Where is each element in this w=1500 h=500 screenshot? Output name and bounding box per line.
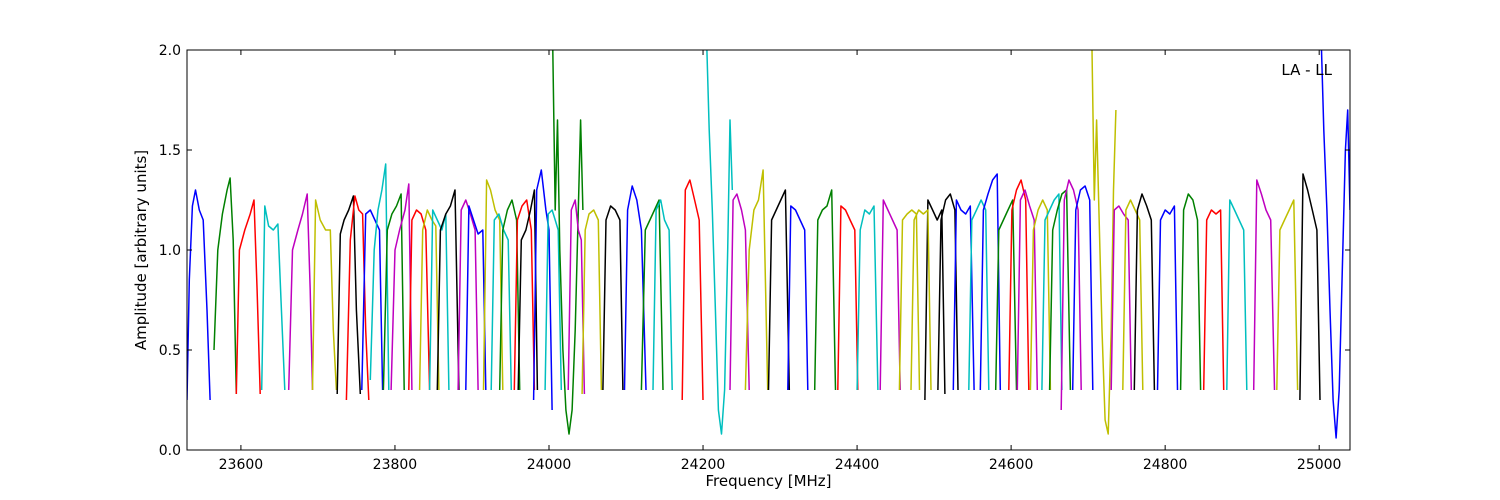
series-line-11 [390, 183, 413, 391]
series-line-64 [1226, 199, 1248, 391]
series-line-17 [465, 205, 487, 391]
series-line-51 [1016, 189, 1039, 391]
series-line-36 [767, 189, 791, 391]
series-line-24 [544, 209, 563, 391]
x-axis: 23600 23800 24000 24200 24400 24600 24800 25000 [219, 50, 1342, 473]
series-line-54 [1048, 189, 1072, 391]
y-axis-label: Amplitude [arbitrary units] [132, 150, 150, 350]
series-line-52 [1029, 199, 1052, 391]
series-line-59 [1122, 199, 1144, 391]
series-line-30 [640, 199, 664, 391]
x-tick-label: 23600 [219, 457, 264, 473]
series-line-38 [813, 189, 837, 391]
series-line-55 [1060, 179, 1082, 411]
series-line-60 [1133, 193, 1156, 391]
y-tick-label: 1.5 [159, 143, 181, 159]
series-line-9 [369, 163, 390, 391]
series-line-12 [408, 209, 431, 391]
x-axis-label: Frequency [MHz] [705, 472, 831, 490]
series-line-50 [1008, 179, 1030, 391]
series-line-43 [924, 199, 946, 401]
series-line-53 [1041, 193, 1063, 391]
series-line-40 [856, 205, 879, 391]
series-line-19 [490, 213, 513, 391]
series-line-6 [336, 195, 362, 395]
series-line-1 [213, 177, 238, 395]
x-tick-label: 23800 [373, 457, 418, 473]
series-line-5 [311, 199, 338, 391]
y-axis: 0.0 0.5 1.0 1.5 2.0 [159, 43, 1350, 459]
series-line-34 [729, 193, 750, 391]
series-line-32 [681, 179, 704, 401]
series-line-49 [994, 199, 1018, 391]
series-line-26 [567, 199, 586, 395]
series-line-47 [968, 199, 990, 391]
series-line-42 [898, 209, 921, 391]
y-tick-label: 1.0 [159, 243, 181, 259]
series-line-15 [436, 189, 460, 391]
series-line-29 [623, 185, 647, 391]
series-line-18 [482, 179, 504, 391]
series-line-22 [517, 189, 539, 391]
series-line-4 [287, 193, 314, 391]
series-line-3 [260, 205, 286, 391]
series-line-63 [1202, 209, 1225, 391]
y-tick-label: 0.0 [159, 443, 181, 459]
series-line-28 [602, 205, 624, 391]
series-line-41 [879, 199, 901, 391]
series-line-21 [513, 199, 536, 391]
series-line-37 [787, 205, 809, 391]
series-line-31 [652, 199, 673, 391]
x-tick-label: 25000 [1297, 457, 1342, 473]
series-line-56 [1071, 185, 1094, 391]
series-line-7 [345, 195, 370, 401]
series-line-0 [187, 189, 211, 401]
y-tick-label: 0.5 [159, 343, 181, 359]
series-line-10 [382, 193, 405, 391]
series-line-62 [1179, 193, 1202, 391]
series-line-48 [979, 173, 1002, 391]
x-tick-label: 24000 [527, 457, 572, 473]
series-line-33 [706, 50, 734, 435]
series-line-23 [532, 169, 553, 411]
series-line-58 [1110, 205, 1133, 391]
series-line-14 [428, 209, 450, 391]
series-line-44 [910, 209, 932, 391]
series-line-61 [1156, 205, 1179, 391]
series-line-2 [235, 199, 261, 395]
series-layer [187, 50, 1350, 439]
series-line-16 [457, 199, 479, 391]
series-line-67 [1299, 173, 1321, 401]
series-line-8 [361, 209, 384, 391]
x-tick-label: 24400 [835, 457, 880, 473]
x-tick-label: 24600 [989, 457, 1034, 473]
series-line-66 [1276, 199, 1299, 391]
series-line-25 [552, 50, 584, 435]
series-line-68 [1320, 50, 1350, 439]
series-line-27 [581, 209, 603, 395]
series-line-57 [1091, 50, 1117, 435]
series-line-13 [418, 209, 440, 391]
y-tick-label: 2.0 [159, 43, 181, 59]
series-line-65 [1252, 179, 1276, 391]
chart-annotation: LA - LL [1281, 61, 1332, 79]
series-line-35 [744, 169, 769, 391]
series-line-39 [837, 205, 859, 391]
x-tick-label: 24200 [681, 457, 726, 473]
x-tick-label: 24800 [1143, 457, 1188, 473]
